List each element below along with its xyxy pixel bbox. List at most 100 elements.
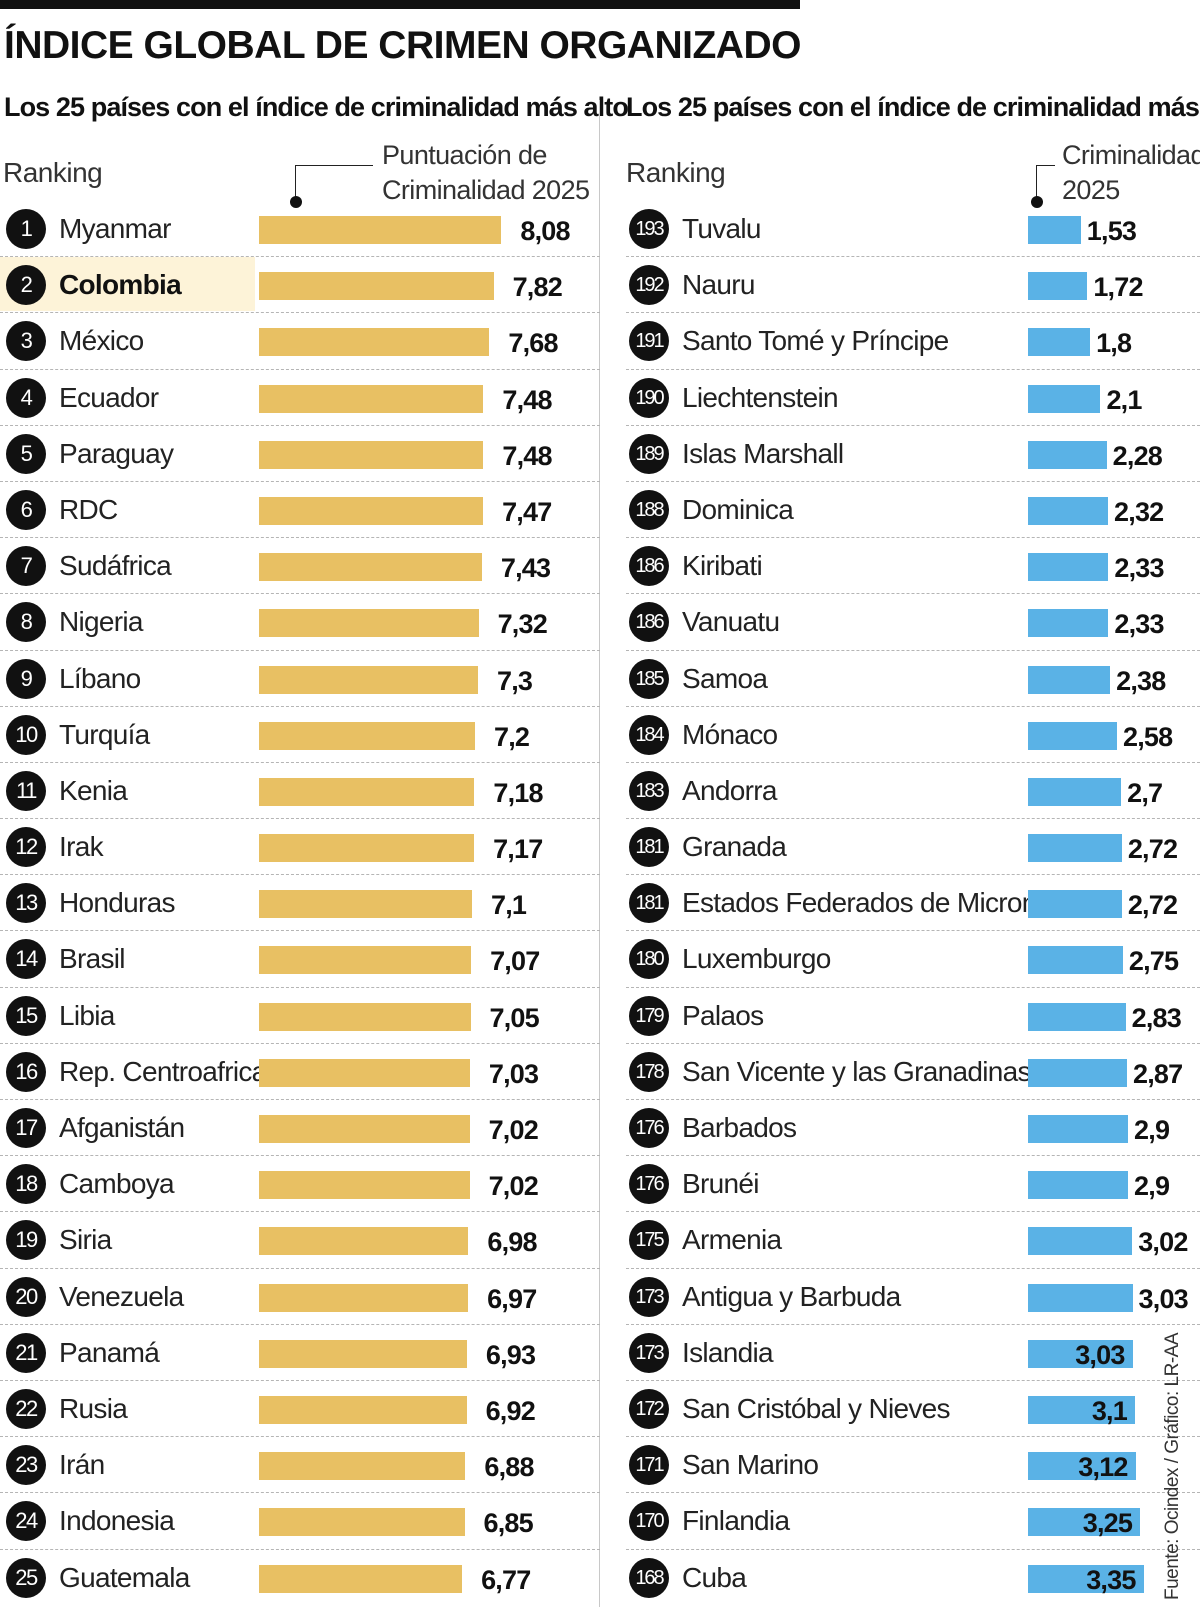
rank-badge: 173 bbox=[629, 1276, 669, 1317]
rank-badge: 7 bbox=[6, 546, 46, 587]
country-label: Luxemburgo bbox=[682, 943, 831, 975]
table-row: 179 Palaos 2,83 bbox=[626, 988, 1200, 1045]
rank-badge: 24 bbox=[6, 1501, 46, 1542]
bar bbox=[1028, 328, 1091, 357]
top-rule bbox=[0, 0, 800, 9]
bar bbox=[259, 834, 475, 863]
right-chart-title: Los 25 países con el índice de criminali… bbox=[626, 92, 1200, 122]
data-label: 6,85 bbox=[483, 1508, 534, 1539]
rank-badge: 180 bbox=[629, 939, 669, 980]
country-label: San Vicente y las Granadinas bbox=[682, 1055, 1031, 1087]
bar bbox=[1028, 665, 1111, 694]
data-label: 2,87 bbox=[1133, 1058, 1183, 1089]
rank-badge: 22 bbox=[6, 1388, 46, 1429]
left-score-label: Puntuación de Criminalidad 2025 bbox=[382, 138, 590, 208]
table-row: 186 Kiribati 2,33 bbox=[626, 538, 1200, 595]
rank-badge: 185 bbox=[629, 658, 669, 699]
rank-badge: 189 bbox=[629, 433, 669, 474]
bar bbox=[259, 1227, 469, 1256]
rank-badge: 183 bbox=[629, 770, 669, 811]
bar bbox=[259, 946, 472, 975]
rank-badge: 11 bbox=[6, 770, 46, 811]
country-label: Ecuador bbox=[59, 381, 159, 413]
rank-badge: 193 bbox=[629, 209, 669, 249]
table-row: 22 Rusia 6,92 bbox=[0, 1381, 600, 1438]
bar bbox=[1028, 777, 1122, 806]
bar bbox=[259, 609, 479, 638]
data-label: 7,82 bbox=[512, 272, 563, 303]
bar bbox=[1028, 1395, 1135, 1424]
data-label: 7,32 bbox=[497, 609, 548, 640]
rank-badge: 170 bbox=[629, 1501, 669, 1542]
rank-badge: 23 bbox=[6, 1445, 46, 1486]
data-label: 7,18 bbox=[493, 777, 543, 808]
data-label: 6,88 bbox=[484, 1452, 534, 1483]
bar bbox=[259, 665, 478, 694]
table-row: 13 Honduras 7,1 bbox=[0, 875, 600, 932]
table-row: 185 Samoa 2,38 bbox=[626, 651, 1200, 707]
data-label: 3,03 bbox=[1075, 1339, 1125, 1370]
country-label: Irak bbox=[59, 831, 104, 863]
bar bbox=[259, 1115, 470, 1143]
bar bbox=[1028, 1115, 1129, 1143]
country-label: San Cristóbal y Nieves bbox=[682, 1392, 951, 1424]
rank-badge: 191 bbox=[629, 321, 669, 362]
table-row: 4 Ecuador 7,48 bbox=[0, 370, 600, 426]
rank-badge: 2 bbox=[6, 265, 46, 306]
column-divider bbox=[599, 100, 600, 1607]
country-label: Brunéi bbox=[682, 1168, 759, 1200]
country-label: Barbados bbox=[682, 1112, 797, 1143]
rank-badge: 190 bbox=[629, 377, 669, 418]
data-label: 7,02 bbox=[488, 1171, 539, 1202]
data-label: 2,9 bbox=[1134, 1171, 1170, 1202]
data-label: 6,93 bbox=[485, 1339, 536, 1370]
bar bbox=[259, 1339, 467, 1368]
data-label: 1,8 bbox=[1096, 328, 1132, 359]
data-label: 3,03 bbox=[1138, 1283, 1189, 1314]
bar bbox=[259, 328, 490, 357]
data-label: 7,68 bbox=[508, 328, 558, 359]
data-label: 7,43 bbox=[500, 553, 551, 584]
country-label: Kiribati bbox=[682, 550, 763, 582]
rank-badge: 181 bbox=[629, 827, 669, 868]
data-label: 1,72 bbox=[1093, 272, 1143, 303]
left-chart-title: Los 25 países con el índice de criminali… bbox=[4, 92, 629, 122]
country-label: Palaos bbox=[682, 999, 764, 1031]
right-label-leader bbox=[1036, 165, 1055, 198]
country-label: Finlandia bbox=[682, 1505, 790, 1537]
country-label: Colombia bbox=[59, 269, 182, 301]
country-label: Dominica bbox=[682, 493, 794, 525]
country-label: Mónaco bbox=[682, 718, 778, 750]
data-label: 2,72 bbox=[1127, 890, 1178, 921]
bar bbox=[259, 272, 494, 301]
bar bbox=[1028, 1508, 1141, 1537]
rank-badge: 172 bbox=[629, 1388, 669, 1429]
rank-badge: 16 bbox=[6, 1051, 46, 1092]
table-row: 192 Nauru 1,72 bbox=[626, 257, 1200, 314]
rank-badge: 3 bbox=[6, 321, 46, 362]
table-row: 173 Antigua y Barbuda 3,03 bbox=[626, 1269, 1200, 1325]
bar bbox=[259, 384, 484, 413]
bar bbox=[1028, 890, 1122, 919]
table-row: 175 Armenia 3,02 bbox=[626, 1212, 1200, 1269]
data-label: 7,05 bbox=[489, 1002, 540, 1033]
data-label: 2,83 bbox=[1131, 1002, 1182, 1033]
data-label: 2,72 bbox=[1127, 834, 1178, 865]
country-label: Líbano bbox=[59, 662, 141, 694]
table-row: 20 Venezuela 6,97 bbox=[0, 1269, 600, 1325]
table-row: 23 Irán 6,88 bbox=[0, 1437, 600, 1494]
bar bbox=[1028, 1058, 1127, 1087]
rank-badge: 15 bbox=[6, 995, 46, 1036]
table-row: 188 Dominica 2,32 bbox=[626, 482, 1200, 539]
country-label: Santo Tomé y Príncipe bbox=[682, 325, 949, 357]
rank-badge: 4 bbox=[6, 377, 46, 418]
table-row: 8 Nigeria 7,32 bbox=[0, 594, 600, 651]
data-label: 2,1 bbox=[1106, 384, 1142, 415]
table-row: 181 Granada 2,72 bbox=[626, 819, 1200, 876]
bar bbox=[1028, 384, 1101, 413]
bar bbox=[259, 1058, 470, 1087]
table-row: 189 Islas Marshall 2,28 bbox=[626, 426, 1200, 483]
data-label: 2,28 bbox=[1112, 440, 1163, 471]
country-label: Tuvalu bbox=[682, 213, 762, 244]
country-label: RDC bbox=[59, 493, 118, 525]
